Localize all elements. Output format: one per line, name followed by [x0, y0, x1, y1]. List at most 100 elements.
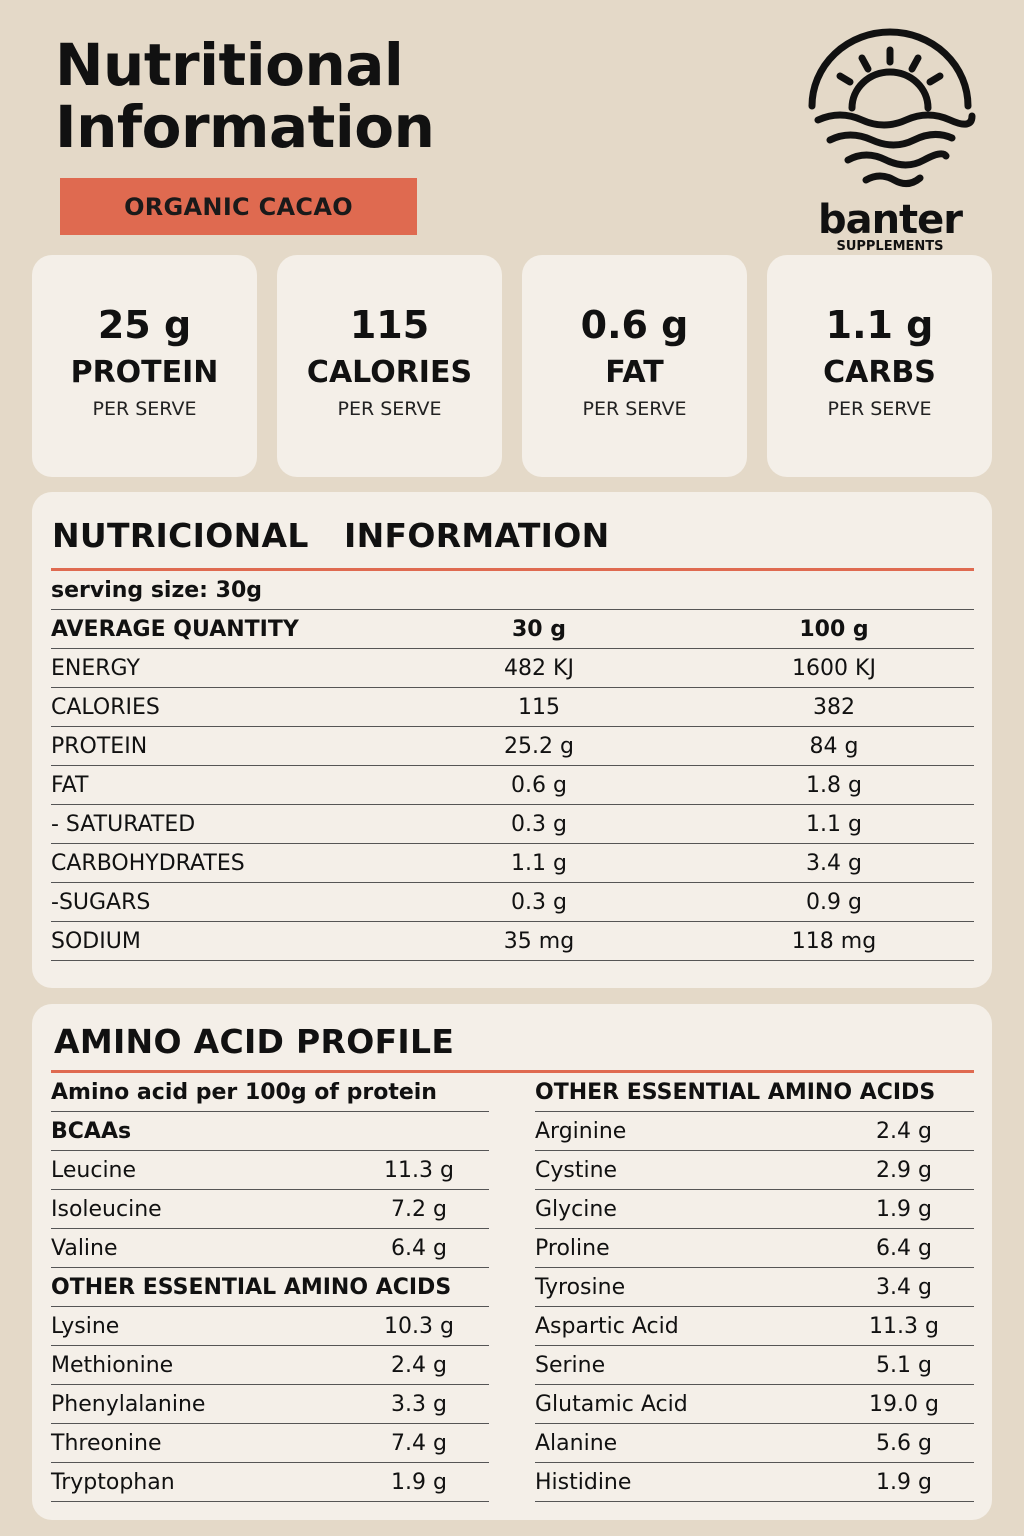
- row-per-serve: 25.2 g: [504, 733, 574, 759]
- list-item: Tyrosine 3.4 g: [535, 1268, 974, 1307]
- amino-name: Cystine: [535, 1157, 618, 1183]
- row-name: CARBOHYDRATES: [51, 850, 245, 876]
- card-fat: 0.6 g FAT PER SERVE: [522, 255, 747, 477]
- summary-cards: 25 g PROTEIN PER SERVE 115 CALORIES PER …: [32, 255, 992, 477]
- list-item: Arginine 2.4 g: [535, 1112, 974, 1151]
- amino-name: Proline: [535, 1235, 610, 1261]
- list-item: Aspartic Acid 11.3 g: [535, 1307, 974, 1346]
- row-per-serve: 35 mg: [503, 928, 575, 954]
- card-value: 0.6 g: [580, 303, 689, 347]
- card-label: PROTEIN: [70, 355, 219, 390]
- row-per-serve: 1.1 g: [511, 850, 567, 876]
- list-item: Tryptophan 1.9 g: [51, 1463, 489, 1502]
- title-line-1: Nutritional: [55, 31, 404, 99]
- amino-value: 1.9 g: [391, 1469, 447, 1495]
- amino-name: Valine: [51, 1235, 118, 1261]
- amino-panel: AMINO ACID PROFILE Amino acid per 100g o…: [32, 1004, 992, 1520]
- right-heading-row: OTHER ESSENTIAL AMINO ACIDS: [535, 1073, 974, 1112]
- serving-size-row: serving size: 30g: [51, 571, 974, 610]
- amino-name: Alanine: [535, 1430, 618, 1456]
- row-name: - SATURATED: [51, 811, 196, 837]
- table-row: PROTEIN 25.2 g 84 g: [51, 727, 974, 766]
- amino-name: Glutamic Acid: [535, 1391, 688, 1417]
- list-item: Histidine 1.9 g: [535, 1463, 974, 1502]
- row-per-100: 84 g: [809, 733, 859, 759]
- row-per-100: 1.8 g: [806, 772, 862, 798]
- card-label: CARBS: [823, 355, 936, 390]
- serving-size: serving size: 30g: [51, 577, 262, 603]
- row-name: FAT: [51, 772, 89, 798]
- row-name: CALORIES: [51, 694, 160, 720]
- amino-value: 3.3 g: [391, 1391, 447, 1417]
- amino-name: Lysine: [51, 1313, 120, 1339]
- amino-value: 10.3 g: [384, 1313, 454, 1339]
- list-item: Lysine 10.3 g: [51, 1307, 489, 1346]
- amino-value: 1.9 g: [876, 1469, 932, 1495]
- list-item: Threonine 7.4 g: [51, 1424, 489, 1463]
- flavor-badge: ORGANIC CACAO: [60, 178, 417, 235]
- amino-value: 5.6 g: [876, 1430, 932, 1456]
- amino-name: Methionine: [51, 1352, 174, 1378]
- amino-value: 11.3 g: [869, 1313, 939, 1339]
- amino-name: Tyrosine: [535, 1274, 626, 1300]
- table-row: -SUGARS 0.3 g 0.9 g: [51, 883, 974, 922]
- amino-name: Arginine: [535, 1118, 627, 1144]
- card-subtitle: PER SERVE: [582, 398, 687, 420]
- amino-title: AMINO ACID PROFILE: [54, 1022, 455, 1061]
- card-value: 25 g: [97, 303, 192, 347]
- table-row: FAT 0.6 g 1.8 g: [51, 766, 974, 805]
- row-per-100: 1600 KJ: [792, 655, 876, 681]
- amino-intro: Amino acid per 100g of protein: [51, 1079, 437, 1105]
- amino-value: 3.4 g: [876, 1274, 932, 1300]
- table-header-row: AVERAGE QUANTITY 30 g 100 g: [51, 610, 974, 649]
- card-label: CALORIES: [306, 355, 473, 390]
- amino-value: 7.4 g: [391, 1430, 447, 1456]
- essential-heading-row: OTHER ESSENTIAL AMINO ACIDS: [51, 1268, 489, 1307]
- row-name: PROTEIN: [51, 733, 148, 759]
- amino-value: 2.4 g: [876, 1118, 932, 1144]
- page-title: Nutritional Information: [55, 31, 435, 161]
- amino-name: Phenylalanine: [51, 1391, 206, 1417]
- nutrition-title: NUTRICIONAL INFORMATION: [52, 516, 610, 555]
- nutrition-panel: NUTRICIONAL INFORMATION serving size: 30…: [32, 492, 992, 988]
- header-per-serve: 30 g: [511, 616, 567, 642]
- list-item: Serine 5.1 g: [535, 1346, 974, 1385]
- row-name: SODIUM: [51, 928, 141, 954]
- table-row: SODIUM 35 mg 118 mg: [51, 922, 974, 961]
- list-item: Phenylalanine 3.3 g: [51, 1385, 489, 1424]
- amino-name: Histidine: [535, 1469, 632, 1495]
- amino-value: 6.4 g: [391, 1235, 447, 1261]
- amino-name: Isoleucine: [51, 1196, 162, 1222]
- right-heading: OTHER ESSENTIAL AMINO ACIDS: [535, 1079, 936, 1105]
- essential-heading: OTHER ESSENTIAL AMINO ACIDS: [51, 1274, 452, 1300]
- amino-value: 2.4 g: [391, 1352, 447, 1378]
- accent-divider: [51, 1070, 974, 1073]
- row-per-serve: 115: [518, 694, 560, 720]
- card-protein: 25 g PROTEIN PER SERVE: [32, 255, 257, 477]
- amino-value: 19.0 g: [869, 1391, 939, 1417]
- amino-value: 6.4 g: [876, 1235, 932, 1261]
- list-item: Alanine 5.6 g: [535, 1424, 974, 1463]
- row-per-100: 0.9 g: [806, 889, 862, 915]
- card-value: 115: [349, 303, 430, 347]
- title-line-2: Information: [55, 93, 435, 161]
- amino-intro-row: Amino acid per 100g of protein: [51, 1073, 489, 1112]
- amino-value: 11.3 g: [384, 1157, 454, 1183]
- amino-value: 1.9 g: [876, 1196, 932, 1222]
- row-per-100: 1.1 g: [806, 811, 862, 837]
- card-subtitle: PER SERVE: [827, 398, 932, 420]
- table-row: CALORIES 115 382: [51, 688, 974, 727]
- row-name: ENERGY: [51, 655, 140, 681]
- sun-over-waves-icon: [808, 28, 976, 187]
- table-row: CARBOHYDRATES 1.1 g 3.4 g: [51, 844, 974, 883]
- bcaa-heading: BCAAs: [51, 1118, 132, 1144]
- amino-name: Threonine: [51, 1430, 162, 1456]
- brand-logo: banter SUPPLEMENTS: [800, 28, 980, 254]
- list-item: Valine 6.4 g: [51, 1229, 489, 1268]
- row-per-serve: 0.3 g: [511, 811, 567, 837]
- list-item: Cystine 2.9 g: [535, 1151, 974, 1190]
- amino-value: 7.2 g: [391, 1196, 447, 1222]
- brand-name: banter: [817, 197, 963, 243]
- amino-name: Tryptophan: [51, 1469, 175, 1495]
- card-label: FAT: [605, 355, 664, 390]
